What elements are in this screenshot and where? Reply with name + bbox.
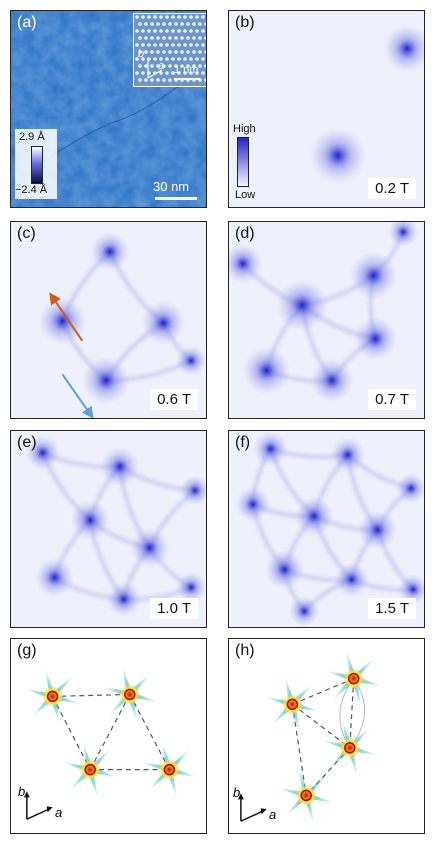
panel-a-topography: (a) b a 1 nm 2.9 Å −2.4 Å 30 nm [10, 10, 207, 208]
orange-arrow [49, 292, 84, 342]
panel-label: (g) [17, 642, 37, 659]
panel-label: (c) [17, 225, 36, 242]
panel-g-schematic: (g) b a [10, 638, 207, 834]
colorbar-low-label: Low [235, 189, 256, 201]
panel-label: (h) [235, 642, 255, 659]
atomic-lattice-inset: b a 1 nm [133, 13, 206, 87]
inset-axis-b: b [138, 48, 145, 60]
inset-axis-a: a [158, 60, 165, 72]
colorbar [237, 137, 249, 187]
panel-label: (b) [235, 14, 255, 31]
panel-label: (e) [17, 434, 37, 451]
blue-arrow [61, 373, 94, 418]
vortex-map-image [229, 11, 424, 207]
colorbar-high-label: High [233, 123, 256, 135]
panel-b-vortex-map: (b) High Low 0.2 T [228, 10, 425, 208]
vortex-map-image [11, 431, 206, 627]
field-label: 0.6 T [150, 389, 198, 410]
axis-a-label: a [55, 805, 63, 820]
panel-h-schematic: (h) b a [228, 638, 425, 834]
panel-f-vortex-map: (f) 1.5 T [228, 430, 425, 628]
panel-c-vortex-map: (c) 0.6 T [10, 221, 207, 419]
colorbar-box: 2.9 Å −2.4 Å [15, 129, 57, 199]
panel-label: (a) [17, 14, 37, 31]
panel-label: (d) [235, 225, 255, 242]
field-label: 1.0 T [150, 598, 198, 619]
field-label: 0.2 T [368, 178, 416, 199]
vortex-map-image [11, 222, 206, 418]
inset-scale-label: 1 nm [174, 64, 199, 76]
vortex-lattice-schematic [237, 649, 383, 825]
vortex-lattice-schematic [23, 665, 199, 820]
panel-d-vortex-map: (d) 0.7 T [228, 221, 425, 419]
direction-arrows [49, 292, 94, 418]
colorbar-max-label: 2.9 Å [19, 131, 45, 143]
vortex-map-image [229, 222, 424, 418]
panel-label: (f) [235, 434, 251, 451]
axis-b-label: b [18, 784, 26, 799]
vortex-map-image [229, 431, 424, 627]
field-label: 0.7 T [368, 389, 416, 410]
field-label: 1.5 T [368, 598, 416, 619]
panel-e-vortex-map: (e) 1.0 T [10, 430, 207, 628]
scale-bar [155, 197, 197, 200]
scale-label: 30 nm [153, 179, 190, 194]
lattice-bonds [52, 693, 170, 771]
colorbar [31, 146, 43, 184]
axis-a-label: a [269, 807, 277, 822]
colorbar-min-label: −2.4 Å [15, 184, 48, 196]
axis-b-label: b [233, 785, 241, 800]
